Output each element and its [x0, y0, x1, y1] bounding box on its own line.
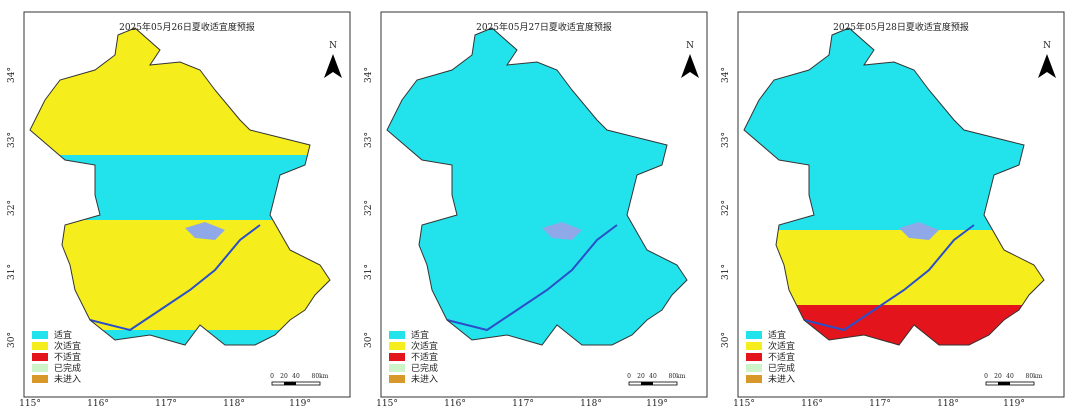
- x-tick-label: 115°: [733, 399, 755, 409]
- legend-label: 适宜: [54, 329, 72, 341]
- legend-swatch: [32, 331, 48, 339]
- legend-swatch: [32, 342, 48, 350]
- suitability-zone: [744, 230, 1044, 305]
- scale-label: 0: [270, 373, 274, 380]
- legend-label: 不适宜: [411, 351, 438, 363]
- x-tick-label: 116°: [444, 399, 466, 409]
- scale-label: 40: [292, 373, 300, 380]
- lake: [899, 222, 939, 240]
- y-tick-label: 33°: [7, 132, 17, 148]
- y-tick-label: 30°: [721, 332, 731, 348]
- legend-label: 次适宜: [54, 340, 81, 352]
- x-tick-label: 116°: [87, 399, 109, 409]
- legend-label: 次适宜: [768, 340, 795, 352]
- x-tick-label: 115°: [19, 399, 41, 409]
- y-tick-label: 31°: [364, 264, 374, 280]
- legend-swatch: [389, 364, 405, 372]
- y-tick-label: 31°: [721, 264, 731, 280]
- map-title: 2025年05月26日夏收适宜度预报: [119, 21, 255, 33]
- scale-label: 80km: [312, 373, 329, 380]
- y-tick-label: 31°: [7, 264, 17, 280]
- north-arrow: [681, 54, 699, 78]
- x-tick-label: 116°: [801, 399, 823, 409]
- legend-label: 已完成: [411, 362, 438, 374]
- scale-bar-fill: [284, 382, 296, 385]
- river: [803, 224, 975, 332]
- legend-label: 已完成: [768, 362, 795, 374]
- map-panel: 2025年05月28日夏收适宜度预报 N 115° 116° 117° 118° 119° 3…: [721, 11, 1065, 409]
- legend-label: 适宜: [768, 329, 786, 341]
- north-label: N: [686, 41, 694, 51]
- scale-label: 0: [984, 373, 988, 380]
- y-tick-label: 33°: [364, 132, 374, 148]
- legend-swatch: [32, 353, 48, 361]
- x-tick-label: 118°: [223, 399, 245, 409]
- north-arrow: [324, 54, 342, 78]
- x-tick-label: 118°: [580, 399, 602, 409]
- legend-swatch: [32, 375, 48, 383]
- north-label: N: [1043, 41, 1051, 51]
- legend-label: 未进入: [411, 373, 438, 385]
- scale-bar-fill: [998, 382, 1010, 385]
- legend-label: 不适宜: [54, 351, 81, 363]
- x-tick-label: 119°: [1003, 399, 1025, 409]
- legend-label: 不适宜: [768, 351, 795, 363]
- y-tick-label: 34°: [7, 67, 17, 83]
- legend-swatch: [389, 331, 405, 339]
- river: [446, 224, 618, 332]
- scale-label: 20: [280, 373, 288, 380]
- legend-swatch: [389, 353, 405, 361]
- lake: [185, 222, 225, 240]
- y-tick-label: 34°: [364, 67, 374, 83]
- x-tick-label: 119°: [646, 399, 668, 409]
- scale-label: 20: [994, 373, 1002, 380]
- x-tick-label: 118°: [937, 399, 959, 409]
- legend-label: 次适宜: [411, 340, 438, 352]
- north-label: N: [329, 41, 337, 51]
- x-tick-label: 117°: [512, 399, 534, 409]
- north-arrow: [1038, 54, 1056, 78]
- x-tick-label: 117°: [869, 399, 891, 409]
- y-tick-label: 34°: [721, 67, 731, 83]
- scale-label: 0: [627, 373, 631, 380]
- legend-swatch: [389, 375, 405, 383]
- legend-label: 适宜: [411, 329, 429, 341]
- y-tick-label: 33°: [721, 132, 731, 148]
- scale-label: 20: [637, 373, 645, 380]
- map-title: 2025年05月27日夏收适宜度预报: [476, 21, 612, 33]
- map-panel: 2025年05月27日夏收适宜度预报 N 115° 116° 117° 118° 119° 3…: [364, 11, 708, 409]
- legend-swatch: [389, 342, 405, 350]
- legend-label: 未进入: [768, 373, 795, 385]
- legend-label: 已完成: [54, 362, 81, 374]
- y-tick-label: 30°: [7, 332, 17, 348]
- y-tick-label: 32°: [364, 200, 374, 216]
- map-title: 2025年05月28日夏收适宜度预报: [833, 21, 969, 33]
- y-tick-label: 32°: [7, 200, 17, 216]
- scale-label: 80km: [669, 373, 686, 380]
- scale-label: 40: [1006, 373, 1014, 380]
- river: [89, 224, 261, 332]
- legend-swatch: [32, 364, 48, 372]
- legend-swatch: [746, 364, 762, 372]
- x-tick-label: 117°: [155, 399, 177, 409]
- legend-swatch: [746, 353, 762, 361]
- legend-swatch: [746, 331, 762, 339]
- scale-label: 80km: [1026, 373, 1043, 380]
- scale-bar-fill: [641, 382, 653, 385]
- map-panel: 2025年05月26日夏收适宜度预报 N 115° 116° 117° 118° 119° 3…: [7, 11, 351, 409]
- y-tick-label: 30°: [364, 332, 374, 348]
- legend-swatch: [746, 342, 762, 350]
- lake: [542, 222, 582, 240]
- x-tick-label: 115°: [376, 399, 398, 409]
- legend-swatch: [746, 375, 762, 383]
- legend-label: 未进入: [54, 373, 81, 385]
- x-tick-label: 119°: [289, 399, 311, 409]
- scale-label: 40: [649, 373, 657, 380]
- y-tick-label: 32°: [721, 200, 731, 216]
